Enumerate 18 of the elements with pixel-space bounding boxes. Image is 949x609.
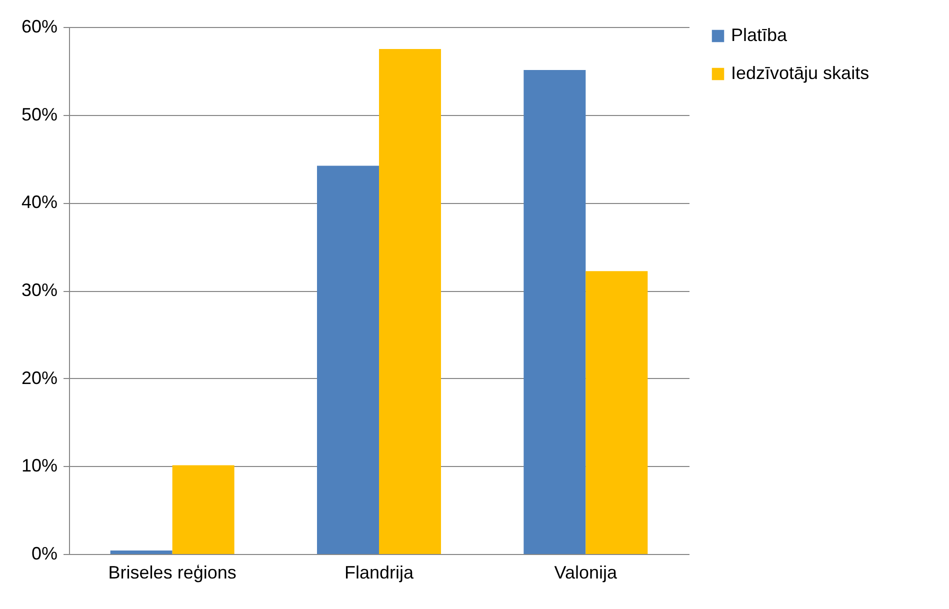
- y-tick-label: 50%: [21, 104, 58, 124]
- y-tick-label: 40%: [21, 192, 58, 212]
- legend-label: Platība: [731, 25, 788, 45]
- legend-label: Iedzīvotāju skaits: [731, 63, 870, 83]
- y-tick-label: 30%: [21, 280, 58, 300]
- bar: [379, 48, 441, 554]
- bar: [110, 550, 172, 554]
- bar: [317, 166, 379, 554]
- y-tick-label: 10%: [21, 456, 58, 476]
- bar: [172, 465, 234, 554]
- bar: [586, 271, 648, 554]
- y-tick-label: 60%: [21, 16, 58, 36]
- x-tick-label: Valonija: [554, 562, 618, 582]
- x-tick-label: Flandrija: [344, 562, 415, 582]
- y-tick-label: 20%: [21, 368, 58, 388]
- y-tick-label: 0%: [31, 544, 58, 564]
- x-tick-label: Briseles reģions: [108, 562, 236, 582]
- bar: [524, 70, 586, 554]
